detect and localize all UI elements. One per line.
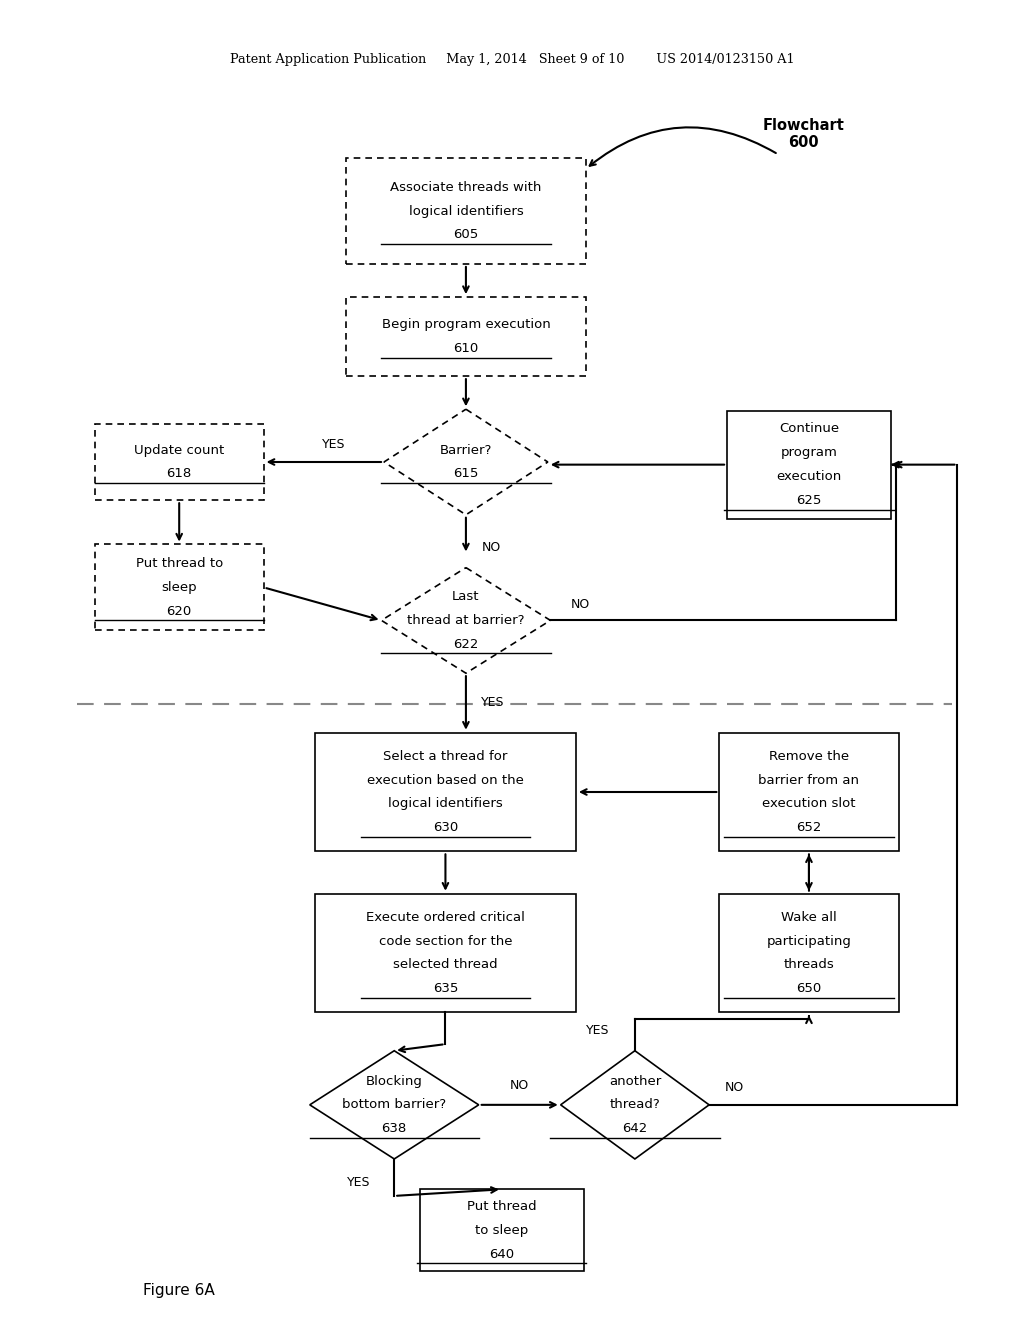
Text: YES: YES bbox=[481, 697, 505, 709]
Text: program: program bbox=[780, 446, 838, 459]
Text: execution based on the: execution based on the bbox=[367, 774, 524, 787]
Text: 638: 638 bbox=[382, 1122, 407, 1135]
Text: sleep: sleep bbox=[162, 581, 197, 594]
Text: Figure 6A: Figure 6A bbox=[143, 1283, 215, 1299]
FancyBboxPatch shape bbox=[315, 894, 575, 1012]
Polygon shape bbox=[384, 409, 548, 515]
Text: 650: 650 bbox=[797, 982, 821, 995]
Text: 605: 605 bbox=[454, 228, 478, 242]
Text: Begin program execution: Begin program execution bbox=[382, 318, 550, 331]
Text: logical identifiers: logical identifiers bbox=[388, 797, 503, 810]
Text: 652: 652 bbox=[797, 821, 821, 834]
Text: Last: Last bbox=[453, 590, 479, 603]
Text: logical identifiers: logical identifiers bbox=[409, 205, 523, 218]
FancyBboxPatch shape bbox=[727, 411, 891, 519]
Text: NO: NO bbox=[571, 598, 590, 611]
Text: thread?: thread? bbox=[609, 1098, 660, 1111]
Text: Put thread: Put thread bbox=[467, 1200, 537, 1213]
Text: participating: participating bbox=[767, 935, 851, 948]
Text: selected thread: selected thread bbox=[393, 958, 498, 972]
FancyBboxPatch shape bbox=[420, 1189, 584, 1271]
Text: another: another bbox=[608, 1074, 662, 1088]
Text: 635: 635 bbox=[433, 982, 458, 995]
Text: Continue: Continue bbox=[779, 422, 839, 436]
Text: 600: 600 bbox=[788, 135, 819, 150]
FancyBboxPatch shape bbox=[719, 894, 899, 1012]
Text: NO: NO bbox=[725, 1081, 743, 1094]
Text: 642: 642 bbox=[623, 1122, 647, 1135]
Text: Blocking: Blocking bbox=[366, 1074, 423, 1088]
Text: 622: 622 bbox=[454, 638, 478, 651]
Text: NO: NO bbox=[481, 541, 501, 554]
Text: Select a thread for: Select a thread for bbox=[383, 750, 508, 763]
Text: 630: 630 bbox=[433, 821, 458, 834]
FancyBboxPatch shape bbox=[346, 297, 586, 376]
Polygon shape bbox=[381, 568, 551, 673]
Text: 615: 615 bbox=[454, 467, 478, 480]
Text: NO: NO bbox=[510, 1078, 529, 1092]
Text: Remove the: Remove the bbox=[769, 750, 849, 763]
Text: execution: execution bbox=[776, 470, 842, 483]
Text: YES: YES bbox=[323, 438, 346, 451]
Text: YES: YES bbox=[586, 1024, 609, 1038]
Text: Patent Application Publication     May 1, 2014   Sheet 9 of 10        US 2014/01: Patent Application Publication May 1, 20… bbox=[229, 53, 795, 66]
Text: Flowchart: Flowchart bbox=[763, 117, 845, 133]
FancyBboxPatch shape bbox=[346, 158, 586, 264]
Text: to sleep: to sleep bbox=[475, 1224, 528, 1237]
Text: 620: 620 bbox=[167, 605, 191, 618]
Text: YES: YES bbox=[347, 1176, 370, 1189]
Text: Execute ordered critical: Execute ordered critical bbox=[366, 911, 525, 924]
Text: Associate threads with: Associate threads with bbox=[390, 181, 542, 194]
Text: barrier from an: barrier from an bbox=[759, 774, 859, 787]
FancyBboxPatch shape bbox=[315, 733, 575, 851]
Text: Update count: Update count bbox=[134, 444, 224, 457]
Text: 640: 640 bbox=[489, 1247, 514, 1261]
FancyBboxPatch shape bbox=[94, 424, 264, 500]
Text: 610: 610 bbox=[454, 342, 478, 355]
Text: threads: threads bbox=[783, 958, 835, 972]
FancyBboxPatch shape bbox=[94, 544, 264, 630]
Text: 625: 625 bbox=[797, 494, 821, 507]
Text: 618: 618 bbox=[167, 467, 191, 480]
Text: thread at barrier?: thread at barrier? bbox=[408, 614, 524, 627]
Text: Put thread to: Put thread to bbox=[135, 557, 223, 570]
Text: execution slot: execution slot bbox=[762, 797, 856, 810]
Text: code section for the: code section for the bbox=[379, 935, 512, 948]
FancyBboxPatch shape bbox=[719, 733, 899, 851]
Polygon shape bbox=[309, 1051, 479, 1159]
Text: Wake all: Wake all bbox=[781, 911, 837, 924]
Polygon shape bbox=[561, 1051, 709, 1159]
Text: Barrier?: Barrier? bbox=[439, 444, 493, 457]
Text: bottom barrier?: bottom barrier? bbox=[342, 1098, 446, 1111]
